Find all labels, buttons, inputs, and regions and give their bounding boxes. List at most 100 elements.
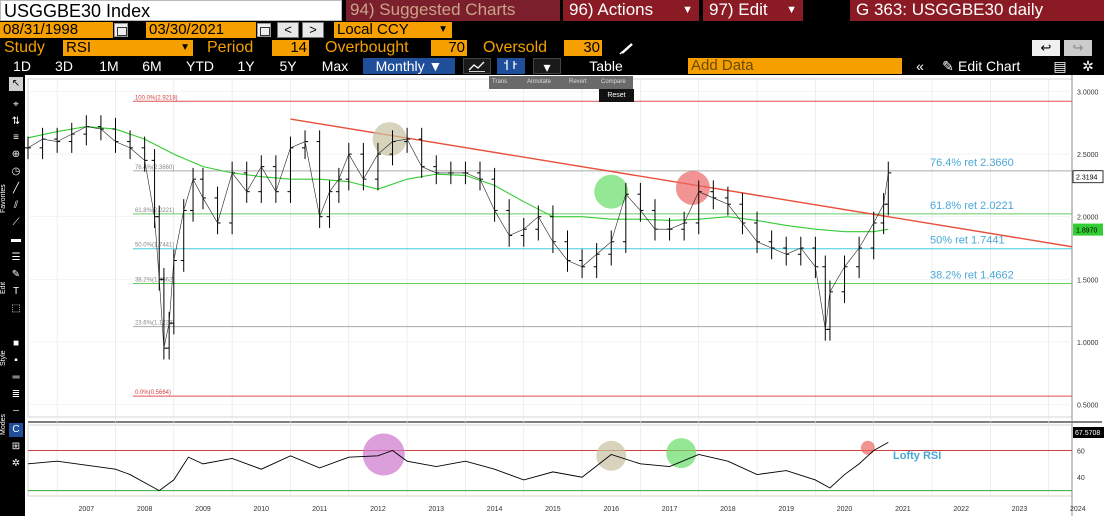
line-chart-icon[interactable] [463, 58, 491, 74]
x-tick-label: 2012 [370, 506, 386, 513]
pen-icon[interactable] [618, 41, 636, 55]
x-tick-label: 2018 [720, 506, 736, 513]
add-data-input[interactable]: Add Data [688, 58, 902, 74]
reset-button[interactable]: Reset [599, 89, 634, 102]
calendar-icon[interactable] [257, 23, 271, 37]
chart-id-label: G 363: USGGBE30 daily [856, 0, 1044, 19]
shape-icon[interactable]: ⬚ [11, 303, 21, 314]
trend-line-icon[interactable]: ╱ [12, 183, 20, 194]
period-input[interactable]: 14 [272, 40, 309, 56]
currency-label: Local CCY [337, 21, 409, 38]
range-max[interactable]: Max [321, 58, 349, 74]
chart-area[interactable]: 2007 2008 2009 2010 2011 2012 2013 2014 2015 2016… [25, 75, 1104, 516]
channel-icon[interactable]: ⫽ [13, 200, 19, 211]
last-price-tag [1072, 170, 1104, 184]
x-tick-label: 2019 [778, 506, 794, 513]
pointer-icon[interactable]: ↖ [9, 77, 23, 91]
color-icon[interactable]: ▪ [14, 355, 18, 366]
actions-button[interactable]: 96) Actions ▼ [563, 0, 699, 21]
frequency-select[interactable]: Monthly ▼ [363, 58, 455, 74]
rsi-highlight-circle [666, 438, 697, 469]
rsi-line [27, 442, 889, 492]
chevron-down-icon: ▼ [682, 4, 693, 16]
ticker-input[interactable]: USGGBE30 Index [0, 0, 342, 21]
suggested-charts-button[interactable]: 94) Suggested Charts [346, 0, 560, 21]
fib-icon[interactable]: ☰ [11, 252, 21, 263]
edit-chart-button[interactable]: Edit Chart [958, 58, 1021, 74]
ma-last-tag [1073, 223, 1103, 236]
study-label: Study [4, 39, 45, 56]
zoom-icon[interactable]: ⊕ [11, 149, 21, 160]
bar-chart-icon[interactable] [497, 58, 525, 74]
collapse-icon[interactable]: « [916, 58, 924, 74]
price-highlight-circle [594, 174, 629, 209]
clock-icon[interactable]: ◷ [11, 166, 21, 177]
study-bar: Study RSI ▼ Period 14 Overbought 70 Over… [0, 39, 1104, 57]
text-icon[interactable]: T [12, 286, 20, 297]
fib-level-label: 38.2%(1.4662) [135, 278, 174, 284]
fib-side-label: 61.8% ret 2.0221 [930, 200, 1014, 212]
next-period-button[interactable]: > [302, 22, 324, 38]
last-price-label: 2.3194 [1076, 175, 1098, 182]
annotate-tool[interactable]: Annotate [527, 79, 552, 85]
rsi-highlight-circle [860, 440, 875, 455]
prev-period-button[interactable]: < [277, 22, 299, 38]
x-tick-label: 2011 [312, 506, 327, 513]
ray-icon[interactable]: ⟋ [12, 217, 20, 228]
forward-icon[interactable]: ↪ [1064, 40, 1092, 56]
study-select[interactable]: RSI ▼ [63, 40, 193, 56]
data-icon[interactable]: ≡ [13, 132, 19, 143]
line-style-icon[interactable]: ═ [12, 372, 20, 383]
horizontal-line-icon[interactable]: ▬ [11, 234, 21, 245]
grid-mode-icon[interactable]: ⊞ [11, 441, 21, 452]
oversold-label: Oversold [483, 39, 548, 56]
overbought-input[interactable]: 70 [431, 40, 467, 56]
rsi-tick-label: 40 [1077, 475, 1085, 482]
x-tick-label: 2016 [603, 506, 619, 513]
gear-icon[interactable]: ✲ [1082, 58, 1094, 74]
trans-tool[interactable]: Trans [492, 79, 508, 85]
revert-tool[interactable]: Revert [569, 79, 587, 85]
oversold-input[interactable]: 30 [564, 40, 602, 56]
compare-tool[interactable]: Compare [601, 79, 626, 85]
range-3d[interactable]: 3D [55, 58, 73, 74]
back-icon[interactable]: ↩ [1032, 40, 1060, 56]
fib-side-label: 76.4% ret 2.3660 [930, 157, 1014, 169]
range-ytd[interactable]: YTD [186, 58, 214, 74]
x-tick-label: 2009 [195, 506, 211, 513]
date-bar: 08/31/1998 - 03/30/2021 < > Local CCY ▼ [0, 21, 1104, 39]
range-1y[interactable]: 1Y [237, 58, 255, 74]
range-6m[interactable]: 6M [142, 58, 162, 74]
edit-button[interactable]: 97) Edit ▼ [703, 0, 803, 21]
x-tick-label: 2014 [487, 506, 503, 513]
mode-c-icon[interactable]: C [9, 423, 23, 437]
table-button[interactable]: Table [589, 58, 623, 74]
price-path [27, 126, 889, 349]
frequency-label: Monthly [375, 58, 425, 74]
panel-icon[interactable]: ▤ [1053, 58, 1067, 74]
range-1d[interactable]: 1D [13, 58, 31, 74]
rsi-panel [27, 424, 1073, 497]
chevron-down-icon: ▼ [786, 4, 797, 16]
currency-select[interactable]: Local CCY ▼ [334, 22, 452, 38]
period-label: Period [207, 39, 254, 56]
range-1m[interactable]: 1M [99, 58, 119, 74]
price-rsi-chart[interactable]: 2007 2008 2009 2010 2011 2012 2013 2014 2015 2016… [25, 75, 1104, 516]
price-tick-label: 1.5000 [1077, 277, 1099, 284]
x-tick-label: 2007 [79, 506, 95, 513]
fib-level-label: 0.0%(0.5664) [135, 390, 171, 396]
calendar-icon[interactable] [114, 23, 128, 37]
title-bar: USGGBE30 Index 94) Suggested Charts 96) … [0, 0, 1104, 21]
end-date-field[interactable]: 03/30/2021 [146, 22, 256, 38]
chevron-down-icon[interactable]: ▾ [533, 58, 561, 75]
indicator-icon[interactable]: ⇅ [11, 116, 21, 127]
fill-icon[interactable]: ■ [12, 338, 20, 349]
range-5y[interactable]: 5Y [279, 58, 297, 74]
settings-icon[interactable]: ✲ [11, 458, 21, 469]
dash-style-icon[interactable]: ┄ [12, 406, 20, 417]
x-tick-label: 2008 [137, 506, 153, 513]
line-width-icon[interactable]: ≣ [11, 389, 21, 400]
pencil-icon[interactable]: ✎ [11, 269, 21, 280]
crosshair-icon[interactable]: ⌖ [13, 99, 19, 110]
start-date-field[interactable]: 08/31/1998 [0, 22, 113, 38]
